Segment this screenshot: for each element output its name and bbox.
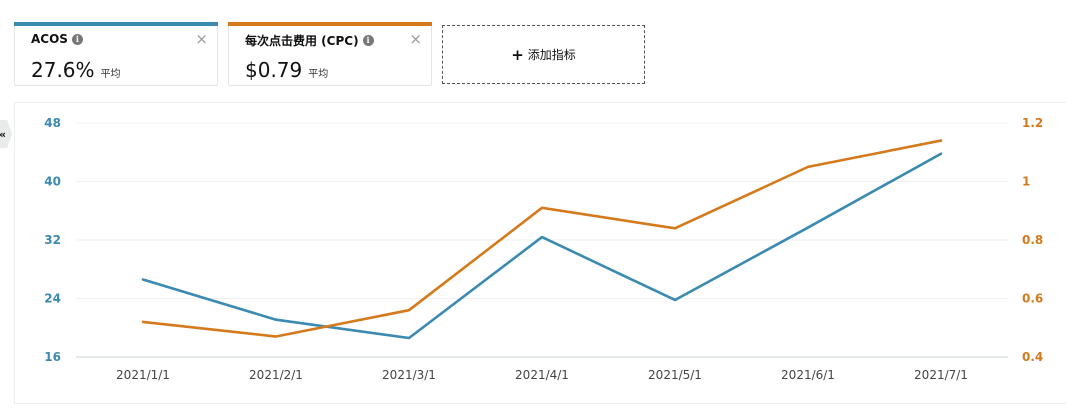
metric-name: ACOS xyxy=(31,32,68,46)
add-metric-button[interactable]: + 添加指标 xyxy=(442,25,645,84)
x-tick-label: 2021/4/1 xyxy=(515,368,569,382)
metric-card-cpc[interactable]: 每次点击费用 (CPC) i × $0.79 平均 xyxy=(228,22,432,86)
metric-color-bar xyxy=(228,22,432,26)
metric-value: 27.6% xyxy=(31,58,95,82)
info-icon[interactable]: i xyxy=(362,35,374,46)
y-right-tick-label: 0.8 xyxy=(1022,233,1043,247)
metric-value-row: 27.6% 平均 xyxy=(31,58,121,82)
x-tick-label: 2021/5/1 xyxy=(648,368,702,382)
close-icon[interactable]: × xyxy=(195,30,208,48)
chart-panel xyxy=(14,102,1066,404)
series-line-acos xyxy=(141,152,943,340)
metric-title: ACOS i xyxy=(31,32,83,46)
metric-avg-label: 平均 xyxy=(100,69,121,80)
y-right-tick-label: 0.6 xyxy=(1022,292,1043,306)
plus-icon: + xyxy=(511,45,524,64)
metric-value-row: $0.79 平均 xyxy=(245,58,328,82)
double-chevron-left-icon: « xyxy=(0,129,6,140)
x-tick-label: 2021/1/1 xyxy=(116,368,170,382)
info-icon[interactable]: i xyxy=(71,33,83,45)
metric-value: $0.79 xyxy=(245,58,303,82)
x-tick-label: 2021/2/1 xyxy=(249,368,303,382)
y-left-tick-label: 24 xyxy=(44,292,61,306)
metric-name: 每次点击费用 (CPC) xyxy=(245,34,359,48)
x-tick-label: 2021/6/1 xyxy=(781,368,835,382)
y-left-tick-label: 16 xyxy=(44,350,61,364)
metric-title: 每次点击费用 (CPC) i xyxy=(245,32,374,49)
y-left-tick-label: 48 xyxy=(44,116,61,130)
y-right-tick-label: 1.2 xyxy=(1022,116,1043,130)
y-right-tick-label: 1 xyxy=(1022,175,1030,189)
y-left-tick-label: 32 xyxy=(44,233,61,247)
metric-color-bar xyxy=(14,22,218,26)
x-tick-label: 2021/7/1 xyxy=(914,368,968,382)
y-left-tick-label: 40 xyxy=(44,175,61,189)
collapse-sidebar-button[interactable]: « xyxy=(0,120,12,148)
add-metric-label: 添加指标 xyxy=(527,48,576,62)
x-tick-label: 2021/3/1 xyxy=(382,368,436,382)
close-icon[interactable]: × xyxy=(409,30,422,48)
metric-card-acos[interactable]: ACOS i × 27.6% 平均 xyxy=(14,22,218,86)
metric-avg-label: 平均 xyxy=(308,69,329,80)
y-right-tick-label: 0.4 xyxy=(1022,350,1043,364)
series-line-cpc xyxy=(141,139,943,338)
